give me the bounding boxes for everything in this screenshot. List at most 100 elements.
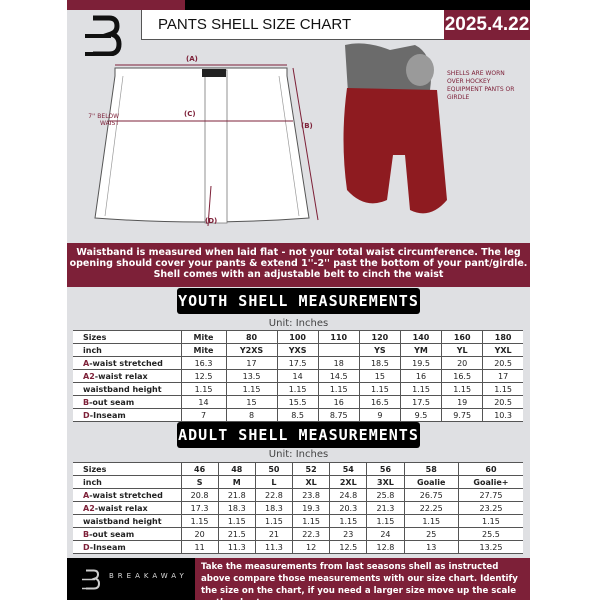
table-cell: Goalie+ — [457, 475, 523, 489]
table-cell: 56 — [366, 462, 405, 476]
measure-key: D — [83, 410, 90, 420]
table-cell: 15 — [225, 395, 278, 409]
table-cell: 21.8 — [217, 488, 256, 502]
table-cell: 1.15 — [225, 382, 278, 396]
top-accent-bar — [67, 0, 185, 10]
pants-photo — [343, 43, 447, 214]
table-cell: 16 — [317, 395, 360, 409]
table-cell: 1.15 — [457, 514, 523, 528]
table-cell: 1.15 — [276, 382, 319, 396]
measure-label: inch — [83, 477, 102, 487]
measure-label: -waist stretched — [89, 358, 163, 368]
label-b: (B) — [301, 122, 313, 130]
row-label: inch — [73, 343, 181, 357]
table-cell: Goalie — [403, 475, 459, 489]
table-cell: 11 — [180, 540, 219, 554]
table-row: inch Mite Y2XS YXS YS YM YL YXL — [73, 343, 523, 357]
measure-key: A — [83, 490, 90, 500]
table-cell: 54 — [329, 462, 367, 476]
youth-heading: YOUTH SHELL MEASUREMENTS — [177, 288, 420, 314]
row-label: waistband height — [73, 514, 181, 528]
row-label: B-out seam — [73, 395, 181, 409]
table-cell: 8.5 — [276, 408, 319, 422]
table-cell: 21 — [254, 527, 293, 541]
table-cell: 58 — [403, 462, 459, 476]
table-cell: 1.15 — [317, 382, 360, 396]
table-cell: 8.75 — [317, 408, 360, 422]
brand-name: BREAKAWAY — [109, 572, 188, 580]
row-label: inch — [73, 475, 181, 489]
table-cell: 7 — [180, 408, 226, 422]
table-cell: 9.75 — [441, 408, 483, 422]
table-cell: 60 — [457, 462, 523, 476]
table-cell: 1.15 — [292, 514, 330, 528]
table-cell: 140 — [399, 330, 442, 344]
table-cell: 14.5 — [317, 369, 360, 383]
table-cell: L — [254, 475, 293, 489]
table-cell: 20.5 — [482, 356, 523, 370]
table-cell: 19 — [441, 395, 483, 409]
table-cell: 19.5 — [399, 356, 442, 370]
table-cell: 23.25 — [457, 501, 523, 515]
table-cell: XL — [292, 475, 330, 489]
measure-label: waistband height — [83, 516, 162, 526]
table-cell: 21.5 — [217, 527, 256, 541]
measure-label: -out seam — [89, 529, 135, 539]
table-cell: 16.5 — [358, 395, 401, 409]
row-label: A2-waist relax — [73, 501, 181, 515]
row-label: B-out seam — [73, 527, 181, 541]
table-cell: 11.3 — [254, 540, 293, 554]
side-note: SHELLS ARE WORN OVER HOCKEY EQUIPMENT PA… — [447, 70, 515, 101]
c-note: 7'' BELOW WAIST — [88, 113, 119, 127]
measure-key: B — [83, 529, 90, 539]
table-cell: 16.3 — [180, 356, 226, 370]
table-row: Sizes 46 48 50 52 54 56 58 60 — [73, 462, 523, 476]
table-cell: 17.5 — [276, 356, 319, 370]
date-badge: 2025.4.22 — [444, 10, 530, 40]
measure-label: -out seam — [89, 397, 135, 407]
table-cell: YM — [399, 343, 442, 357]
table-cell: 20.5 — [482, 395, 523, 409]
table-cell: 22.25 — [403, 501, 459, 515]
measure-key: A2 — [83, 503, 95, 513]
table-cell: Mite — [180, 330, 226, 344]
table-row: inch S M L XL 2XL 3XL Goalie Goalie+ — [73, 475, 523, 489]
table-cell: 1.15 — [180, 382, 226, 396]
table-cell: 24.8 — [329, 488, 367, 502]
table-cell: 160 — [441, 330, 483, 344]
table-cell: 23 — [329, 527, 367, 541]
table-cell: 1.15 — [217, 514, 256, 528]
table-cell: 1.15 — [366, 514, 405, 528]
measure-label: inch — [83, 345, 102, 355]
table-cell: 26.75 — [403, 488, 459, 502]
table-cell: 1.15 — [441, 382, 483, 396]
table-cell: 16 — [399, 369, 442, 383]
table-cell: 13.5 — [225, 369, 278, 383]
footer-instructions: Take the measurements from last seasons … — [195, 558, 530, 600]
table-cell: YS — [358, 343, 401, 357]
table-cell: YXS — [276, 343, 319, 357]
table-cell: 12.8 — [366, 540, 405, 554]
table-cell: 12 — [292, 540, 330, 554]
table-row: Sizes Mite 80 100 110 120 140 160 180 — [73, 330, 523, 344]
table-cell: 22.8 — [254, 488, 293, 502]
table-cell: 1.15 — [358, 382, 401, 396]
table-cell: 17 — [482, 369, 523, 383]
table-cell: 16.5 — [441, 369, 483, 383]
table-cell: 14 — [276, 369, 319, 383]
measure-label: -waist relax — [94, 371, 148, 381]
table-cell: 12.5 — [329, 540, 367, 554]
row-label: waistband height — [73, 382, 181, 396]
adult-unit: Unit: Inches — [268, 449, 329, 460]
measure-key: A — [83, 358, 90, 368]
row-label: Sizes — [73, 330, 181, 344]
measure-label: -waist relax — [94, 503, 148, 513]
table-cell: 18.5 — [358, 356, 401, 370]
table-cell: 110 — [317, 330, 360, 344]
table-cell: 10.3 — [482, 408, 523, 422]
table-cell: 1.15 — [254, 514, 293, 528]
table-cell: 20.3 — [329, 501, 367, 515]
top-black-bar — [185, 0, 530, 10]
table-cell: 14 — [180, 395, 226, 409]
table-row: D-Inseam 7 8 8.5 8.75 9 9.5 9.75 10.3 — [73, 408, 523, 422]
